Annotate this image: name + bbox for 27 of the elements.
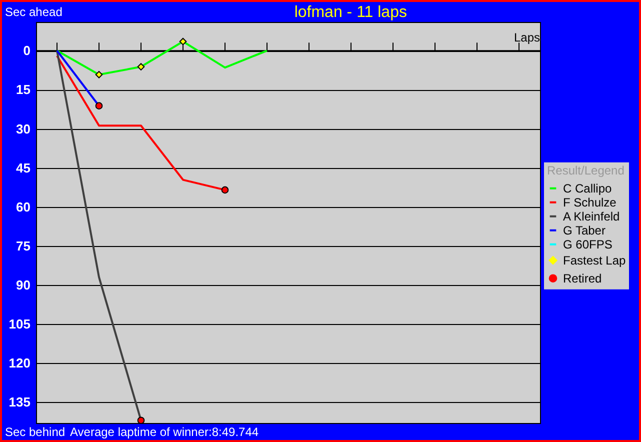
point	[95, 70, 103, 78]
y-tick-label: 75	[16, 238, 30, 254]
y-tick-label: 135	[8, 394, 30, 410]
legend-label: Retired	[563, 271, 602, 286]
text: Sec behind	[5, 425, 66, 439]
x-axis-title: Laps	[514, 30, 540, 45]
legend-label: C Callipo	[563, 181, 612, 196]
point	[179, 38, 187, 46]
y-axis-title: Sec ahead	[5, 5, 62, 19]
y-tick-label: 0	[23, 43, 30, 58]
legend-label: G 60FPS	[563, 237, 612, 252]
chart-title: lofman - 11 laps	[294, 4, 407, 21]
y-tick-label: 60	[16, 199, 30, 214]
y-tick-label: 45	[16, 160, 30, 176]
y-tick-label: 105	[8, 316, 30, 332]
legend-label: G Taber	[563, 223, 606, 238]
y-tick-label: 90	[16, 277, 30, 292]
y-tick-label: 120	[8, 356, 30, 371]
point	[137, 63, 145, 70]
legend-label: F Schulze	[563, 195, 617, 210]
point	[221, 186, 229, 194]
y-tick-label: 30	[16, 121, 30, 136]
text: Average laptime of winner:8:49.744	[70, 425, 259, 439]
legend-label: A Kleinfeld	[563, 209, 620, 224]
point	[95, 102, 103, 110]
y-tick-label: 15	[16, 82, 30, 98]
legend-label: Fastest Lap	[563, 253, 626, 268]
